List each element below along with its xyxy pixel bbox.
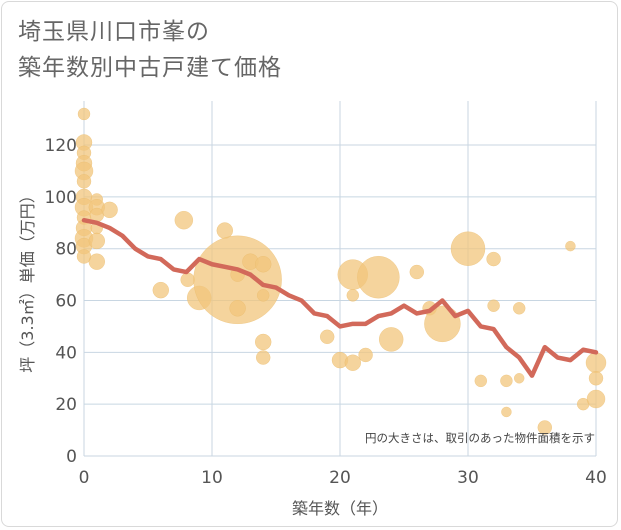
- bubble-point-17: [88, 232, 106, 250]
- bubble-point-31: [254, 333, 272, 351]
- x-tick-label-10: 10: [201, 468, 223, 488]
- bubble-point-0: [77, 107, 91, 121]
- y-tick-label-40: 40: [55, 343, 77, 363]
- x-tick-labels: 0 10 20 30 40: [79, 468, 607, 488]
- bubble-point-26: [229, 300, 246, 317]
- bubble-point-21: [174, 210, 194, 230]
- bubble-point-48: [500, 374, 513, 388]
- bubble-point-46: [486, 251, 501, 267]
- bubble-point-5: [76, 174, 92, 189]
- bubble-point-29: [254, 255, 272, 273]
- y-tick-label-20: 20: [55, 395, 77, 415]
- y-axis-label: 坪（3.3㎡）単価（万円）: [18, 187, 37, 372]
- bubble-point-47: [487, 299, 500, 312]
- bubble-point-39: [357, 255, 400, 299]
- x-tick-label-40: 40: [585, 468, 607, 488]
- bubble-layer: [74, 107, 607, 435]
- y-tick-label-100: 100: [45, 188, 77, 208]
- bubble-point-19: [101, 201, 118, 219]
- y-tick-label-0: 0: [66, 447, 77, 467]
- bubble-point-37: [344, 354, 362, 371]
- bubble-point-41: [409, 264, 425, 280]
- bubble-point-22: [180, 272, 195, 288]
- bubble-point-38: [358, 347, 373, 363]
- bubble-point-45: [474, 374, 488, 388]
- trend-line: [81, 217, 599, 378]
- bubble-point-56: [586, 389, 606, 409]
- chart-title-line-2: 築年数別中古戸建て価格: [18, 55, 282, 81]
- bubble-point-55: [585, 352, 607, 373]
- bubble-point-51: [513, 373, 525, 384]
- y-tick-label-120: 120: [45, 136, 77, 156]
- x-axis-label: 築年数（年）: [292, 499, 388, 518]
- size-note: 円の大きさは、取引のあった物件面積を示す: [365, 431, 595, 445]
- y-tick-label-60: 60: [55, 292, 77, 312]
- bubble-point-20: [152, 281, 170, 299]
- y-tick-label-80: 80: [55, 240, 77, 260]
- bubble-point-30: [256, 289, 270, 302]
- bubble-point-52: [537, 420, 553, 435]
- x-tick-label-0: 0: [79, 468, 90, 488]
- bubble-point-57: [588, 371, 604, 386]
- bubble-point-49: [501, 406, 512, 418]
- y-tick-labels: 0 20 40 60 80 100 120: [45, 136, 77, 467]
- bubble-point-40: [378, 327, 404, 352]
- bubble-point-50: [512, 302, 526, 315]
- bubble-point-33: [319, 329, 335, 345]
- bubble-point-44: [450, 231, 486, 266]
- chart-title: 埼玉県川口市峯の 築年数別中古戸建て価格: [18, 14, 282, 86]
- bubble-point-32: [255, 350, 271, 365]
- x-tick-label-20: 20: [329, 468, 351, 488]
- bubble-point-53: [565, 240, 576, 252]
- bubble-point-36: [346, 289, 360, 302]
- x-tick-label-30: 30: [457, 468, 479, 488]
- bubble-point-18: [88, 253, 106, 270]
- chart-title-line-1: 埼玉県川口市峯の: [18, 19, 210, 45]
